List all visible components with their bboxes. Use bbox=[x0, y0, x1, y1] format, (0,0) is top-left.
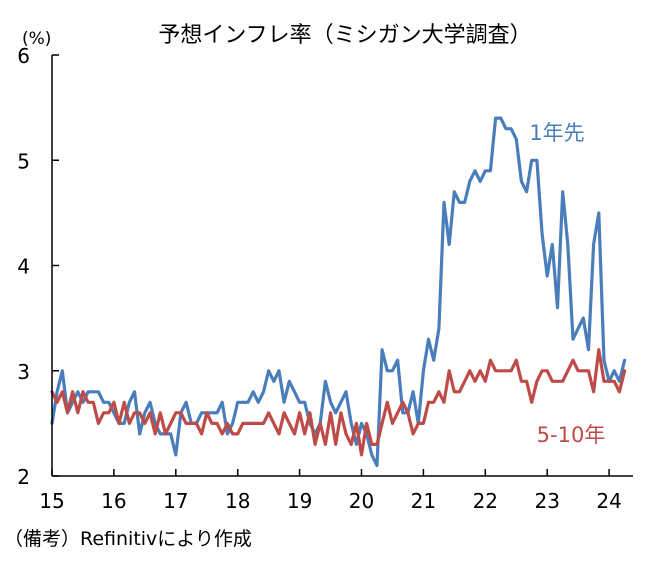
x-tick-label: 15 bbox=[39, 489, 64, 513]
series-line-0 bbox=[50, 116, 627, 468]
x-tick-label: 22 bbox=[473, 489, 498, 513]
source-note: （備考）Refinitivにより作成 bbox=[4, 528, 252, 550]
x-tick-label: 20 bbox=[349, 489, 374, 513]
series-labels: 1年先 5-10年 bbox=[529, 121, 605, 447]
series-label-0: 1年先 bbox=[529, 121, 584, 145]
x-tick-label: 18 bbox=[225, 489, 250, 513]
y-tick-label: 2 bbox=[17, 465, 30, 489]
x-tick-label: 17 bbox=[163, 489, 188, 513]
series-lines bbox=[50, 116, 627, 468]
y-tick-label: 3 bbox=[17, 360, 30, 384]
series-line-1 bbox=[50, 348, 627, 457]
x-tick-label: 23 bbox=[534, 489, 559, 513]
x-tick-label: 21 bbox=[411, 489, 436, 513]
y-axis-unit-label: (%) bbox=[22, 29, 51, 49]
chart-title: 予想インフレ率（ミシガン大学調査） bbox=[158, 23, 531, 48]
y-tick-label: 4 bbox=[17, 255, 30, 279]
x-tick-label: 16 bbox=[101, 489, 126, 513]
y-axis: 2 3 4 5 6 bbox=[17, 44, 59, 489]
y-tick-label: 5 bbox=[17, 149, 30, 173]
x-tick-label: 24 bbox=[596, 489, 621, 513]
x-axis: 15 16 17 18 19 20 21 22 23 24 bbox=[39, 469, 622, 513]
series-label-1: 5-10年 bbox=[537, 423, 606, 447]
y-tick-label: 6 bbox=[17, 44, 30, 68]
x-tick-label: 19 bbox=[287, 489, 312, 513]
